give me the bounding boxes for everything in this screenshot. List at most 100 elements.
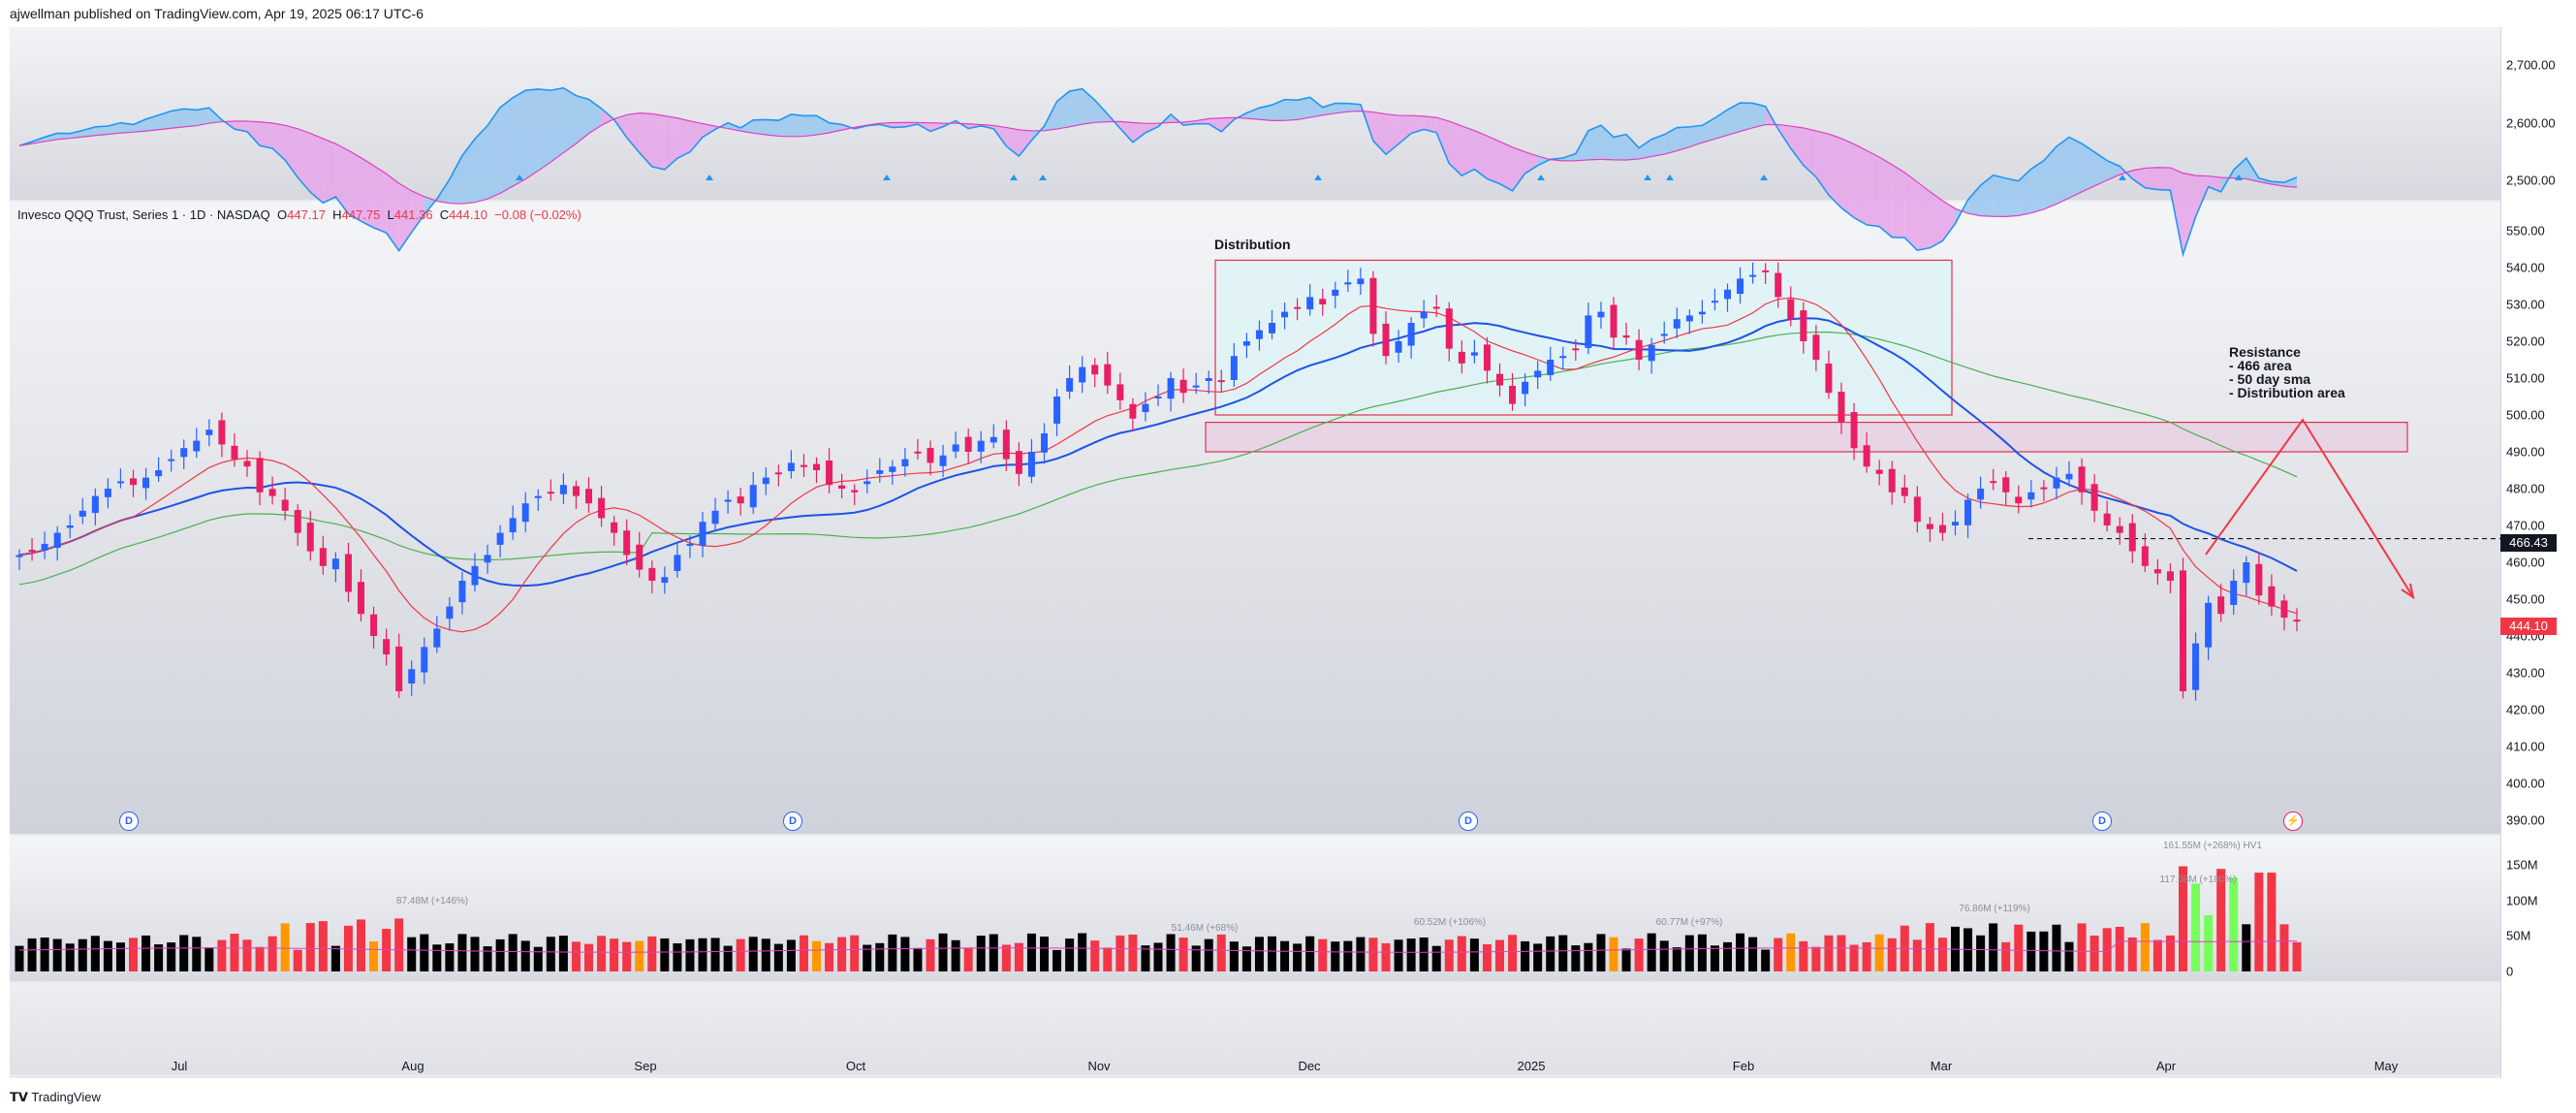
- candle-body: [294, 509, 301, 533]
- oscillator-fill: [70, 130, 83, 139]
- dividend-marker[interactable]: D: [783, 811, 802, 831]
- volume-bar: [457, 934, 467, 971]
- candle-body: [2015, 496, 2023, 504]
- candle-body: [1281, 311, 1289, 318]
- volume-bar: [1115, 935, 1125, 971]
- volume-bar: [2229, 877, 2239, 971]
- candle-body: [1990, 481, 1997, 484]
- triangle-marker-icon: [516, 175, 523, 180]
- volume-bar: [318, 921, 328, 971]
- candle-body: [1787, 299, 1795, 320]
- volume-bar: [508, 934, 518, 971]
- volume-bar: [647, 936, 657, 971]
- volume-bar: [1216, 934, 1226, 971]
- candle-body: [1775, 272, 1782, 298]
- volume-bar: [825, 942, 834, 971]
- candle-body: [16, 555, 23, 557]
- oscillator-fill: [703, 123, 716, 138]
- candle: [1787, 286, 1795, 327]
- dividend-marker[interactable]: D: [119, 811, 139, 831]
- candle: [1382, 311, 1390, 365]
- candle-body: [496, 532, 504, 545]
- volume-label: 161.55M (+268%) HV1: [2162, 841, 2263, 851]
- candle-body: [648, 567, 656, 581]
- candle: [927, 440, 934, 476]
- candle: [1775, 262, 1782, 308]
- oscillator-fill: [1209, 117, 1222, 132]
- volume-bar: [1647, 933, 1656, 971]
- dividend-marker[interactable]: D: [2092, 811, 2112, 831]
- dividend-marker[interactable]: D: [1459, 811, 1478, 831]
- high-label: H: [332, 207, 342, 222]
- volume-bar: [2267, 873, 2277, 971]
- volume-bar: [192, 937, 202, 971]
- candle: [1964, 493, 1972, 539]
- candle: [686, 535, 694, 558]
- oscillator-fill: [2157, 167, 2171, 191]
- candle: [724, 490, 732, 514]
- volume-bar: [27, 938, 37, 971]
- volume-bar: [357, 919, 365, 971]
- volume-bar: [204, 947, 214, 971]
- candle-body: [408, 669, 416, 684]
- oscillator-fill: [1499, 142, 1513, 191]
- price-scale[interactable]: [2500, 27, 2576, 1078]
- oscillator-fill: [1246, 108, 1260, 120]
- resistance-price-tag: 466.43: [2500, 534, 2557, 552]
- candle-body: [1116, 384, 1124, 400]
- candle-body: [1622, 334, 1630, 338]
- oscillator-fill: [196, 108, 209, 126]
- candle-body: [686, 544, 694, 546]
- candle: [319, 535, 327, 575]
- volume-bar: [2216, 869, 2226, 971]
- candle: [1938, 512, 1946, 542]
- candle: [2040, 480, 2048, 502]
- oscillator-fill: [2195, 175, 2209, 217]
- candle: [1635, 329, 1643, 370]
- candle: [1610, 297, 1618, 351]
- candle-body: [2280, 600, 2288, 618]
- candle-body: [1255, 330, 1263, 339]
- time-axis[interactable]: Jul Aug Sep Oct Nov Dec 2025 Feb Mar Apr May: [10, 1055, 2500, 1078]
- candle: [306, 510, 314, 561]
- volume-bar: [660, 938, 670, 971]
- candle-body: [509, 518, 517, 532]
- candle: [2153, 558, 2161, 586]
- volume-bar: [2064, 941, 2074, 971]
- volume-bar: [1268, 936, 1276, 971]
- volume-bar: [2152, 939, 2162, 971]
- candle: [787, 450, 795, 479]
- candle: [168, 449, 175, 472]
- candle-body: [661, 577, 669, 584]
- candle: [800, 454, 807, 478]
- candle: [91, 488, 99, 526]
- symbol-legend[interactable]: Invesco QQQ Trust, Series 1 · 1D · NASDA…: [17, 207, 581, 222]
- candle-body: [2128, 523, 2136, 552]
- empty-indicator-panel[interactable]: [10, 983, 2500, 1074]
- volume-label: 117.08M (+180%): [2159, 874, 2237, 885]
- time-tick-label: Dec: [1298, 1059, 1321, 1073]
- oscillator-fill: [1019, 129, 1032, 157]
- candle-body: [876, 470, 884, 474]
- candle-body: [1458, 351, 1465, 364]
- candle: [1990, 468, 1997, 491]
- candle-body: [1559, 356, 1567, 359]
- candle: [864, 469, 871, 493]
- candle: [1913, 486, 1921, 533]
- candle-body: [1294, 306, 1302, 309]
- open-value: 447.17: [287, 207, 326, 222]
- lightning-icon[interactable]: ⚡: [2283, 811, 2303, 831]
- oscillator-fill: [1879, 157, 1893, 238]
- volume-bar: [558, 936, 568, 971]
- volume-bar: [1508, 935, 1518, 971]
- candle-body: [1737, 278, 1744, 295]
- oscillator-fill: [1993, 175, 2006, 217]
- axis-tick-label: 410.00: [2506, 739, 2545, 754]
- projection-path-arrow: [2205, 418, 2414, 598]
- time-tick-label: Nov: [1087, 1059, 1111, 1073]
- triangle-marker-icon: [1039, 175, 1047, 180]
- candle-body: [130, 478, 137, 486]
- volume-bar: [875, 942, 885, 971]
- volume-bar: [394, 918, 404, 971]
- volume-bar: [863, 944, 872, 971]
